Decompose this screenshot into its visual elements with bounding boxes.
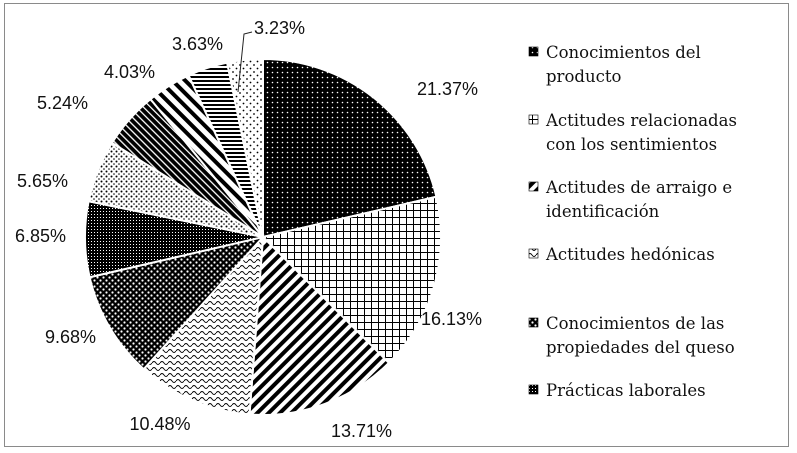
legend-label: Conocimientos del [546, 43, 701, 62]
slice-data-label: 13.71% [331, 421, 392, 441]
slice-data-label: 5.24% [37, 93, 88, 113]
legend-label: propiedades del queso [546, 338, 735, 357]
legend-label: identificación [546, 202, 660, 221]
legend-swatch [528, 46, 539, 57]
slice-data-label: 5.65% [17, 171, 68, 191]
pie-slice [88, 235, 266, 371]
legend-swatch [528, 317, 539, 328]
slice-data-label: 6.85% [15, 226, 66, 246]
slice-data-label: 16.13% [421, 309, 482, 329]
pie-slice [261, 195, 442, 365]
legend-swatch [528, 248, 539, 259]
slice-data-label: 4.03% [104, 62, 155, 82]
legend-label: Actitudes de arraigo e [545, 178, 732, 197]
legend-swatch [528, 181, 539, 192]
legend-label: Conocimientos de las [546, 314, 724, 333]
pie-slice [248, 234, 391, 416]
slice-data-label: 10.48% [129, 414, 190, 434]
legend-label: Prácticas laborales [546, 381, 706, 400]
slice-data-label: 21.37% [417, 79, 478, 99]
pie-labels: 21.37% 16.13% 13.71% 10.48% 9.68% 6.85% 5.65% 5… [15, 18, 482, 441]
pie-slice [142, 234, 265, 416]
legend-swatch [528, 114, 539, 125]
pie-slice [225, 57, 264, 238]
pie-slice [262, 57, 438, 239]
legend: Conocimientos del producto Actitudes relac… [528, 43, 737, 400]
leader-line [237, 31, 253, 93]
slice-data-label: 9.68% [45, 327, 96, 347]
legend-label: producto [546, 67, 621, 86]
slice-data-label: 3.23% [254, 18, 305, 38]
legend-swatch [528, 384, 539, 395]
legend-label: Actitudes relacionadas [545, 111, 737, 130]
slice-data-label: 3.63% [172, 34, 223, 54]
pie-slices [84, 57, 442, 416]
legend-label: Actitudes hedónicas [545, 245, 715, 264]
legend-label: con los sentimientos [546, 135, 717, 154]
